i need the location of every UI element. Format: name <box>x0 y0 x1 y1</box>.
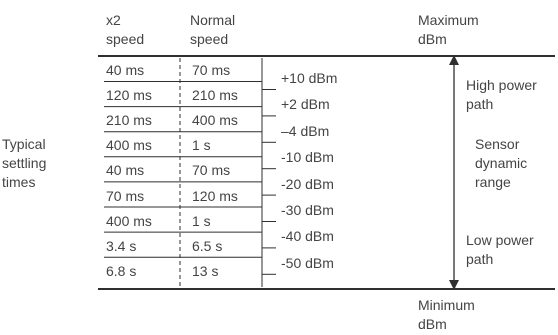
sensor-dynamic-range-line1: Sensor <box>475 136 520 152</box>
typical-settling-times-line1: Typical <box>2 136 46 152</box>
dbm-level-label: -30 dBm <box>281 202 334 218</box>
dbm-level-label: +10 dBm <box>281 70 338 86</box>
sensor-dynamic-range-line3: range <box>475 174 511 190</box>
sensor-dynamic-range-line2: dynamic <box>475 155 528 171</box>
dbm-level-label: -50 dBm <box>281 254 334 271</box>
minimum-dbm-label-line2: dBm <box>418 316 447 332</box>
typical-settling-times-line2: settling <box>2 155 47 171</box>
dbm-level-label: -10 dBm <box>281 149 334 166</box>
minimum-dbm-label-line1: Minimum <box>418 297 475 313</box>
x2-speed-cell: 120 ms <box>106 87 152 104</box>
dbm-level-label: –4 dBm <box>281 122 330 139</box>
x2-speed-cell: 210 ms <box>106 112 152 129</box>
normal-speed-cell: 6.5 s <box>192 237 223 254</box>
normal-speed-cell: 1 s <box>192 137 211 154</box>
normal-speed-header-line2: speed <box>190 31 229 47</box>
x2-speed-header-line1: x2 <box>106 12 121 28</box>
x2-speed-cell: 40 ms <box>106 162 145 179</box>
low-power-path-line1: Low power <box>466 232 534 248</box>
normal-speed-cell: 70 ms <box>192 62 231 78</box>
normal-speed-header-line1: Normal <box>190 12 236 28</box>
x2-speed-cell: 400 ms <box>106 137 152 154</box>
x2-speed-header-line2: speed <box>106 31 145 47</box>
low-power-path-line2: path <box>466 251 494 267</box>
normal-speed-cell: 13 s <box>192 262 219 279</box>
maximum-dbm-label-line2: dBm <box>418 31 447 47</box>
typical-settling-times-line3: times <box>2 174 36 190</box>
dbm-level-label: +2 dBm <box>281 96 330 113</box>
dbm-level-label: -40 dBm <box>281 228 334 245</box>
x2-speed-cell: 400 ms <box>106 212 152 229</box>
normal-speed-cell: 70 ms <box>192 162 231 179</box>
normal-speed-cell: 400 ms <box>192 112 238 129</box>
x2-speed-cell: 3.4 s <box>106 237 137 254</box>
high-power-path-line1: High power <box>466 77 537 93</box>
x2-speed-cell: 6.8 s <box>106 262 137 279</box>
normal-speed-cell: 1 s <box>192 212 211 229</box>
x2-speed-cell: 40 ms <box>106 62 145 78</box>
normal-speed-cell: 210 ms <box>192 87 238 104</box>
x2-speed-cell: 70 ms <box>106 187 145 204</box>
dbm-level-label: -20 dBm <box>281 175 334 192</box>
maximum-dbm-label-line1: Maximum <box>418 12 479 28</box>
normal-speed-cell: 120 ms <box>192 187 238 204</box>
high-power-path-line2: path <box>466 96 494 112</box>
